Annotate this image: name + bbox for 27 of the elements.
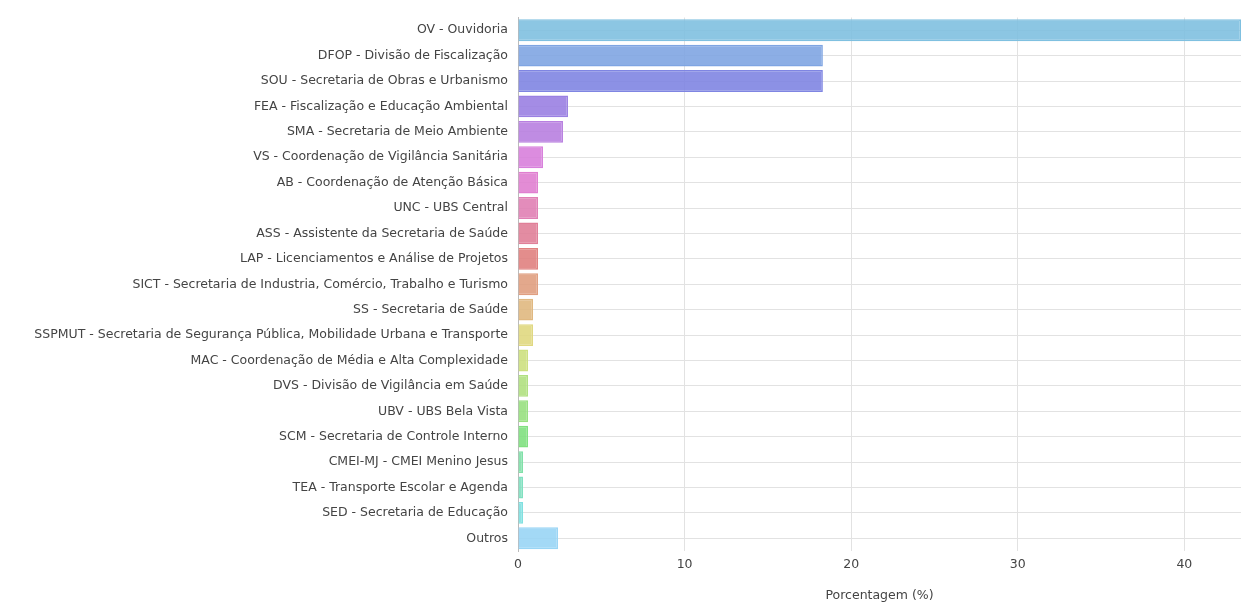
y-tick-label: SSPMUT - Secretaria de Segurança Pública, Mobilidade Urbana e Transporte [34, 326, 509, 342]
x-axis-title: Porcentagem (%) [825, 586, 934, 602]
x-tick-label: 10 [676, 555, 693, 571]
y-tick-label: VS - Coordenação de Vigilância Sanitária [253, 148, 508, 164]
x-tick-label: 30 [1009, 555, 1026, 571]
y-tick-label: OV - Ouvidoria [416, 21, 508, 37]
y-tick-label: SED - Secretaria de Educação [322, 504, 508, 520]
y-tick-label: TEA - Transporte Escolar e Agenda [291, 478, 508, 494]
y-tick-label: SS - Secretaria de Saúde [353, 300, 509, 316]
x-tick-label: 40 [1176, 555, 1193, 571]
y-tick-label: DVS - Divisão de Vigilância em Saúde [273, 377, 509, 393]
y-tick-label: UBV - UBS Bela Vista [378, 402, 508, 418]
y-tick-label: ASS - Assistente da Secretaria de Saúde [256, 224, 509, 240]
y-tick-label: SOU - Secretaria de Obras e Urbanismo [260, 72, 508, 88]
y-tick-label: SMA - Secretaria de Meio Ambiente [286, 123, 509, 139]
y-tick-label: SICT - Secretaria de Industria, Comércio, Trabalho e Turismo [132, 275, 508, 291]
y-tick-label: DFOP - Divisão de Fiscalização [317, 46, 508, 62]
y-tick-label: LAP - Licenciamentos e Análise de Projetos [239, 250, 508, 266]
x-tick-label: 0 [514, 555, 523, 571]
x-tick-label: 20 [843, 555, 860, 571]
y-tick-label: FEA - Fiscalização e Educação Ambiental [253, 97, 508, 113]
y-tick-label: SCM - Secretaria de Controle Interno [279, 427, 508, 443]
y-tick-label: AB - Coordenação de Atenção Básica [276, 173, 508, 189]
y-tick-label: CMEI-MJ - CMEI Menino Jesus [328, 453, 508, 469]
y-tick-label: Outros [466, 529, 508, 545]
y-tick-label: UNC - UBS Central [393, 199, 508, 215]
y-tick-label: MAC - Coordenação de Média e Alta Complexidade [190, 351, 509, 367]
